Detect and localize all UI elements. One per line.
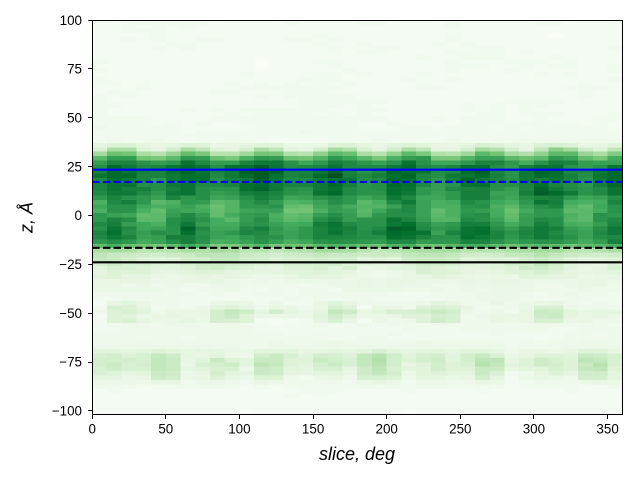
svg-text:slice, deg: slice, deg	[319, 444, 395, 464]
svg-text:50: 50	[67, 111, 82, 126]
svg-text:0: 0	[75, 208, 82, 223]
svg-text:75: 75	[67, 62, 82, 77]
svg-text:300: 300	[523, 422, 545, 437]
svg-text:25: 25	[67, 159, 82, 174]
svg-text:50: 50	[158, 422, 173, 437]
svg-text:−50: −50	[59, 306, 82, 321]
svg-text:−75: −75	[59, 355, 82, 370]
svg-text:−100: −100	[52, 404, 82, 419]
svg-text:200: 200	[376, 422, 398, 437]
svg-text:100: 100	[60, 13, 82, 28]
svg-text:z, Å: z, Å	[17, 202, 37, 234]
svg-text:−25: −25	[59, 257, 82, 272]
svg-text:100: 100	[228, 422, 250, 437]
svg-text:250: 250	[449, 422, 471, 437]
svg-text:0: 0	[88, 422, 95, 437]
svg-text:150: 150	[302, 422, 324, 437]
svg-text:350: 350	[596, 422, 618, 437]
